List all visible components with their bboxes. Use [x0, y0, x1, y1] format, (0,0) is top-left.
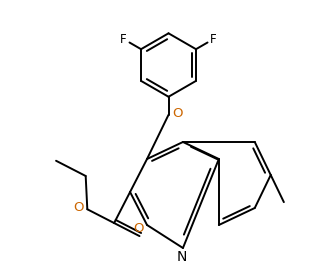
Text: F: F — [120, 33, 127, 46]
Text: F: F — [210, 33, 217, 46]
Text: O: O — [73, 201, 84, 214]
Text: N: N — [177, 250, 187, 264]
Text: O: O — [133, 222, 144, 235]
Text: O: O — [172, 107, 183, 120]
